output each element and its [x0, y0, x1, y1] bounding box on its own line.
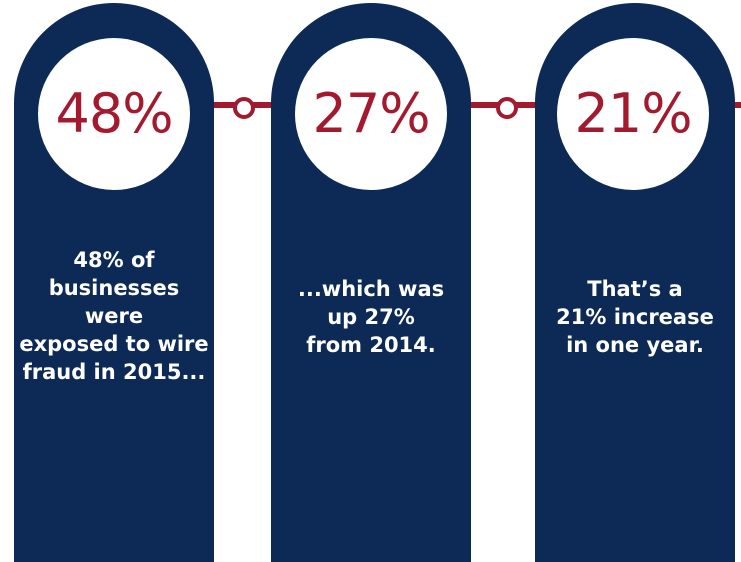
- stat-circle-1: 48%: [38, 38, 190, 190]
- stat-caption-1: 48% of businesses were exposed to wire f…: [19, 248, 209, 384]
- stat-circle-3: 21%: [557, 38, 709, 190]
- stat-column-3: 21% That’s a 21% increase in one year.: [535, 3, 735, 562]
- stat-value-2: 27%: [312, 82, 430, 145]
- connector-node-1: [233, 97, 255, 119]
- stat-circle-2: 27%: [295, 38, 447, 190]
- stat-caption-3: That’s a 21% increase in one year.: [556, 277, 714, 357]
- stat-value-3: 21%: [574, 82, 692, 145]
- stat-column-1: 48% 48% of businesses were exposed to wi…: [14, 3, 214, 562]
- stat-column-2: 27% ...which was up 27% from 2014.: [271, 3, 471, 562]
- connector-node-2: [496, 97, 518, 119]
- stat-caption-2: ...which was up 27% from 2014.: [297, 277, 445, 357]
- stat-value-1: 48%: [55, 82, 173, 145]
